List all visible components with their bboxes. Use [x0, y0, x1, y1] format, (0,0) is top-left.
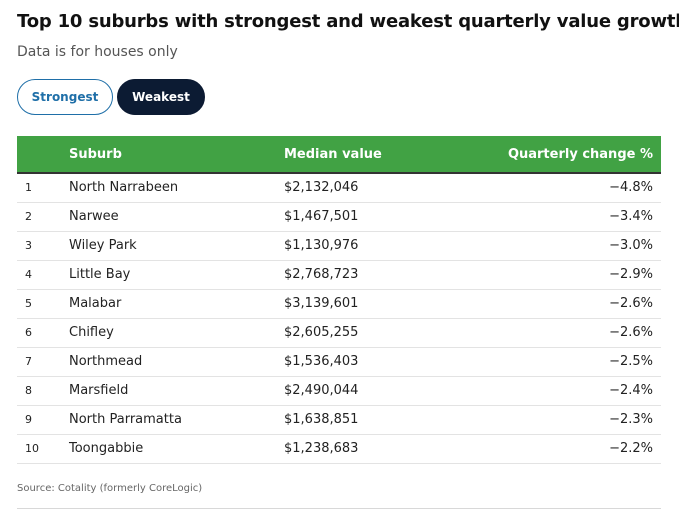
median-value-cell: $1,238,683 [284, 434, 484, 464]
median-value-cell: $2,490,044 [284, 376, 484, 406]
rank-cell: 3 [17, 231, 69, 261]
suburb-cell: Toongabbie [69, 434, 284, 464]
rank-cell: 10 [17, 434, 69, 464]
median-value-cell: $1,467,501 [284, 202, 484, 232]
table-row: 10 Toongabbie $1,238,683 −2.2% [17, 434, 661, 464]
suburb-cell: Marsfield [69, 376, 284, 406]
data-table: Suburb Median value Quarterly change % 1… [17, 136, 661, 464]
tab-strongest[interactable]: Strongest [17, 79, 113, 115]
table-row: 4 Little Bay $2,768,723 −2.9% [17, 260, 661, 290]
quarterly-change-cell: −2.3% [484, 405, 661, 435]
chart-title: Top 10 suburbs with strongest and weakes… [17, 11, 679, 32]
header-median-value: Median value [284, 146, 382, 162]
rank-cell: 8 [17, 376, 69, 406]
suburb-cell: Wiley Park [69, 231, 284, 261]
quarterly-change-cell: −3.4% [484, 202, 661, 232]
median-value-cell: $2,768,723 [284, 260, 484, 290]
median-value-cell: $2,605,255 [284, 318, 484, 348]
table-row: 9 North Parramatta $1,638,851 −2.3% [17, 405, 661, 435]
rank-cell: 1 [17, 172, 69, 203]
suburb-cell: North Parramatta [69, 405, 284, 435]
table-row: 1 North Narrabeen $2,132,046 −4.8% [17, 172, 661, 203]
rank-cell: 4 [17, 260, 69, 290]
rank-cell: 7 [17, 347, 69, 377]
median-value-cell: $1,130,976 [284, 231, 484, 261]
chart-subtitle: Data is for houses only [17, 44, 178, 60]
quarterly-change-cell: −2.9% [484, 260, 661, 290]
quarterly-change-cell: −3.0% [484, 231, 661, 261]
rank-cell: 2 [17, 202, 69, 232]
rank-cell: 6 [17, 318, 69, 348]
tab-group: Strongest Weakest [17, 79, 205, 115]
suburb-cell: Narwee [69, 202, 284, 232]
table-body: 1 North Narrabeen $2,132,046 −4.8% 2 Narwee $1… [17, 172, 661, 464]
bottom-divider [17, 508, 661, 509]
table-row: 6 Chifley $2,605,255 −2.6% [17, 318, 661, 348]
quarterly-change-cell: −2.5% [484, 347, 661, 377]
suburb-cell: Chifley [69, 318, 284, 348]
rank-cell: 9 [17, 405, 69, 435]
quarterly-change-cell: −2.6% [484, 318, 661, 348]
header-rank [17, 136, 69, 173]
tab-weakest[interactable]: Weakest [117, 79, 205, 115]
table-row: 7 Northmead $1,536,403 −2.5% [17, 347, 661, 377]
quarterly-change-cell: −2.4% [484, 376, 661, 406]
median-value-cell: $1,536,403 [284, 347, 484, 377]
median-value-cell: $3,139,601 [284, 289, 484, 319]
suburb-cell: Little Bay [69, 260, 284, 290]
table-row: 3 Wiley Park $1,130,976 −3.0% [17, 231, 661, 261]
table-row: 8 Marsfield $2,490,044 −2.4% [17, 376, 661, 406]
suburb-cell: Northmead [69, 347, 284, 377]
table-row: 5 Malabar $3,139,601 −2.6% [17, 289, 661, 319]
header-suburb: Suburb [69, 146, 122, 162]
suburb-cell: Malabar [69, 289, 284, 319]
quarterly-change-cell: −2.2% [484, 434, 661, 464]
table-row: 2 Narwee $1,467,501 −3.4% [17, 202, 661, 232]
table-header-row: Suburb Median value Quarterly change % [17, 136, 661, 173]
source-note: Source: Cotality (formerly CoreLogic) [17, 483, 203, 494]
rank-cell: 5 [17, 289, 69, 319]
median-value-cell: $1,638,851 [284, 405, 484, 435]
quarterly-change-cell: −2.6% [484, 289, 661, 319]
median-value-cell: $2,132,046 [284, 172, 484, 203]
quarterly-change-cell: −4.8% [484, 172, 661, 203]
suburb-cell: North Narrabeen [69, 172, 284, 203]
header-quarterly-change: Quarterly change % [507, 146, 653, 162]
